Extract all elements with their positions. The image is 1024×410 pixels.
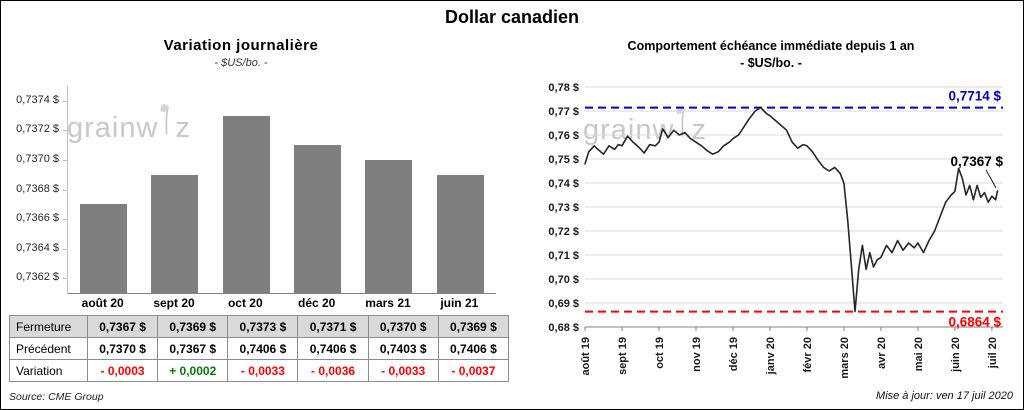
max-value-label: 0,7714 $ xyxy=(948,89,1001,104)
x-tick-label: mars 21 xyxy=(365,296,411,310)
y-tick-label: 0,72 $ xyxy=(548,226,579,238)
bar xyxy=(436,174,484,293)
table-cell: 0,7406 $ xyxy=(437,337,510,360)
y-tick-mark xyxy=(63,248,68,250)
x-tick-label: févr 20 xyxy=(802,337,814,372)
y-tick-label: 0,69 $ xyxy=(548,298,579,310)
table-cell: - 0,0003 xyxy=(86,359,159,382)
table-cell: 0,7406 $ xyxy=(227,337,299,360)
table-cell: 0,7370 $ xyxy=(367,315,439,338)
bar-chart-x-axis: août 20 sept 20 oct 20 déc 20 mars 21 juin 21 xyxy=(67,296,495,312)
x-tick-label: déc 19 xyxy=(728,337,740,371)
y-tick-label: 0,71 $ xyxy=(548,250,579,262)
x-tick-label: août 20 xyxy=(81,296,124,310)
table-row: Fermeture 0,7367 $0,7369 $0,7373 $0,7371 … xyxy=(9,315,510,338)
x-tick-label: mai 20 xyxy=(913,337,925,371)
page-title: Dollar canadien xyxy=(444,7,580,27)
last-value-pointer xyxy=(985,169,997,189)
table-cell: 0,7370 $ xyxy=(86,337,159,360)
x-tick-label: juil 20 xyxy=(987,337,999,369)
bar xyxy=(222,115,270,293)
x-tick-label: sept 19 xyxy=(617,337,629,375)
watermark-text: grainw xyxy=(583,114,675,146)
x-tick-label: avr 20 xyxy=(876,337,888,369)
y-tick-mark xyxy=(63,100,68,102)
y-tick-label: 0,73 $ xyxy=(548,202,579,214)
y-tick-label: 0,7362 $ xyxy=(16,271,59,284)
table-cell: 0,7406 $ xyxy=(297,337,369,360)
y-tick-label: 0,7372 $ xyxy=(16,123,59,136)
y-tick-label: 0,7370 $ xyxy=(16,152,59,165)
x-tick-label: oct 20 xyxy=(227,296,263,310)
y-tick-label: 0,76 $ xyxy=(548,130,579,142)
bar xyxy=(80,204,127,293)
bar-chart-title: Variation journalière xyxy=(163,37,319,54)
table-cell: 0,7373 $ xyxy=(227,315,299,338)
table-cell: 0,7371 $ xyxy=(297,315,369,338)
y-tick-label: 0,77 $ xyxy=(548,106,579,118)
x-tick-label: sept 20 xyxy=(153,296,195,310)
table-cell: 0,7403 $ xyxy=(367,337,439,360)
y-tick-label: 0,78 $ xyxy=(548,82,579,94)
line-chart-title: Comportement échéance immédiate depuis 1… xyxy=(627,39,915,53)
sprout-icon xyxy=(160,104,170,135)
y-tick-mark xyxy=(63,189,68,191)
y-tick-label: 0,70 $ xyxy=(548,274,579,286)
bar xyxy=(151,174,199,293)
line-chart: 0,68 $ 0,69 $ 0,70 $ 0,71 $ 0,72 $ 0,73 $ 0,74… xyxy=(548,82,1003,379)
table-cell: 0,7367 $ xyxy=(86,315,159,338)
watermark-logo: grainw z xyxy=(67,99,191,145)
table-cell: - 0,0033 xyxy=(227,359,299,382)
min-value-label: 0,6864 $ xyxy=(948,315,1001,330)
watermark-logo: grainw z xyxy=(583,101,707,147)
price-line xyxy=(584,106,999,313)
row-label: Variation xyxy=(9,359,88,382)
x-tick-label: janv 20 xyxy=(765,337,777,375)
table-cell: 0,7367 $ xyxy=(157,337,229,360)
x-tick-label: nov 19 xyxy=(691,337,703,372)
table-cell: 0,7369 $ xyxy=(437,315,510,338)
source-note: Source: CME Group xyxy=(9,391,104,403)
x-tick-label: août 19 xyxy=(580,337,592,376)
x-tick-label: mars 20 xyxy=(839,337,851,379)
bar xyxy=(294,145,341,293)
y-tick-label: 0,75 $ xyxy=(548,154,579,166)
y-tick-label: 0,7364 $ xyxy=(16,241,59,254)
bar xyxy=(365,159,413,293)
quote-table-body: Fermeture 0,7367 $0,7369 $0,7373 $0,7371 … xyxy=(9,315,510,382)
bar-chart-y-axis: 0,7362 $ 0,7364 $ 0,7366 $ 0,7368 $ 0,7370 $… xyxy=(3,86,63,293)
x-tick-label: juin 20 xyxy=(950,337,962,373)
row-label: Fermeture xyxy=(9,315,88,338)
y-tick-label: 0,74 $ xyxy=(548,178,579,190)
table-cell: - 0,0036 xyxy=(297,359,369,382)
watermark-text: z xyxy=(691,114,707,146)
y-tick-label: 0,7368 $ xyxy=(16,182,59,195)
watermark-text: z xyxy=(175,112,191,144)
x-tick-label: déc 20 xyxy=(297,296,336,310)
table-cell: - 0,0033 xyxy=(367,359,439,382)
y-tick-mark xyxy=(63,159,68,161)
last-value-label: 0,7367 $ xyxy=(950,154,1003,169)
table-cell: 0,7369 $ xyxy=(157,315,229,338)
y-tick-label: 0,7374 $ xyxy=(16,93,59,106)
x-tick-label: juin 21 xyxy=(440,296,479,310)
y-tick-mark xyxy=(63,219,68,221)
row-label: Précédent xyxy=(9,337,88,360)
line-chart-subtitle: - $US/bo. - xyxy=(740,56,802,70)
table-cell: - 0,0037 xyxy=(437,359,510,382)
bar-chart-subtitle: - $US/bo. - xyxy=(214,57,268,69)
y-tick-mark xyxy=(63,278,68,280)
bar-chart-plot xyxy=(63,86,496,294)
table-cell: + 0,0002 xyxy=(157,359,229,382)
table-row: Variation - 0,0003 + 0,0002- 0,0033- 0,003… xyxy=(9,359,510,382)
quote-table: Fermeture 0,7367 $0,7369 $0,7373 $0,7371 … xyxy=(9,315,510,382)
updated-note: Mise à jour: ven 17 juil 2020 xyxy=(876,390,1013,402)
table-row: Précédent 0,7370 $0,7367 $0,7406 $0,7406 … xyxy=(9,337,510,360)
y-tick-mark xyxy=(63,130,68,132)
y-tick-label: 0,7366 $ xyxy=(16,212,59,225)
y-tick-label: 0,68 $ xyxy=(548,322,579,334)
watermark-text: grainw xyxy=(67,112,159,144)
x-tick-label: oct 19 xyxy=(654,337,666,369)
